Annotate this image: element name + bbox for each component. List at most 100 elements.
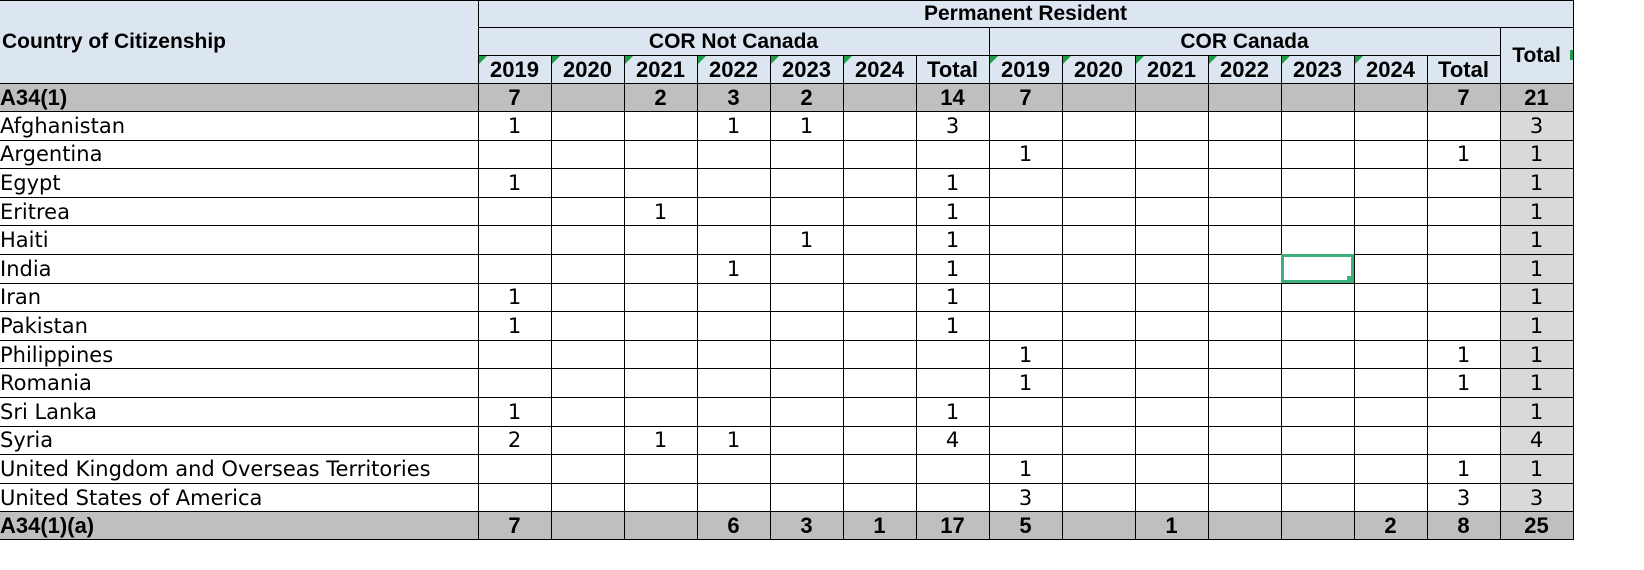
- value-cell[interactable]: [988, 396, 1063, 427]
- value-cell[interactable]: [1280, 282, 1355, 313]
- country-name-cell[interactable]: Philippines: [0, 339, 479, 370]
- value-cell[interactable]: [550, 139, 625, 170]
- grand-total-cell[interactable]: 1: [1499, 368, 1574, 398]
- value-cell[interactable]: 1: [696, 253, 771, 284]
- value-cell[interactable]: [1280, 168, 1355, 198]
- value-cell[interactable]: 1: [988, 368, 1063, 398]
- subtotal-cell[interactable]: 1: [1426, 454, 1501, 484]
- value-cell[interactable]: [1061, 225, 1136, 255]
- country-name-cell[interactable]: Syria: [0, 425, 479, 456]
- value-cell[interactable]: [550, 253, 625, 284]
- value-cell[interactable]: [1061, 425, 1136, 456]
- value-cell[interactable]: [842, 482, 917, 513]
- value-cell[interactable]: [1134, 139, 1209, 170]
- value-cell[interactable]: [1353, 454, 1428, 484]
- year-header-canada-y4[interactable]: 2023: [1280, 55, 1355, 84]
- value-cell[interactable]: [769, 425, 844, 456]
- value-cell[interactable]: [477, 196, 552, 227]
- value-cell[interactable]: [623, 111, 698, 141]
- subtotal-cell[interactable]: [1426, 282, 1501, 313]
- value-cell[interactable]: [1134, 482, 1209, 513]
- value-cell[interactable]: [1061, 311, 1136, 341]
- value-cell[interactable]: [1207, 111, 1282, 141]
- subtotal-cell[interactable]: 1: [915, 196, 990, 227]
- year-header-canada-y2[interactable]: 2021: [1134, 55, 1209, 84]
- value-cell[interactable]: [769, 168, 844, 198]
- subtotal-cell[interactable]: [915, 454, 990, 484]
- value-cell[interactable]: 1: [769, 225, 844, 255]
- value-cell[interactable]: [1061, 482, 1136, 513]
- value-cell[interactable]: [988, 225, 1063, 255]
- value-cell[interactable]: [1353, 339, 1428, 370]
- value-cell[interactable]: [1353, 196, 1428, 227]
- value-cell[interactable]: 7: [477, 511, 552, 541]
- subtotal-cell[interactable]: 3: [1426, 482, 1501, 513]
- year-header-canada-y0[interactable]: 2019: [988, 55, 1063, 84]
- value-cell[interactable]: [1280, 111, 1355, 141]
- value-cell[interactable]: [696, 139, 771, 170]
- value-cell[interactable]: [1061, 111, 1136, 141]
- value-cell[interactable]: 2: [623, 83, 698, 112]
- subtotal-cell[interactable]: 1: [915, 311, 990, 341]
- value-cell[interactable]: [769, 482, 844, 513]
- value-cell[interactable]: [623, 168, 698, 198]
- value-cell[interactable]: [550, 482, 625, 513]
- value-cell[interactable]: [1134, 83, 1209, 112]
- value-cell[interactable]: 1: [623, 425, 698, 456]
- value-cell[interactable]: 1: [988, 139, 1063, 170]
- value-cell[interactable]: [550, 339, 625, 370]
- value-cell[interactable]: [1280, 225, 1355, 255]
- subtotal-cell[interactable]: 14: [915, 83, 990, 112]
- value-cell[interactable]: [842, 83, 917, 112]
- value-cell[interactable]: [1353, 425, 1428, 456]
- subtotal-cell[interactable]: 1: [915, 168, 990, 198]
- subtotal-cell[interactable]: [1426, 311, 1501, 341]
- value-cell[interactable]: [550, 168, 625, 198]
- value-cell[interactable]: 2: [477, 425, 552, 456]
- value-cell[interactable]: [550, 511, 625, 541]
- value-cell[interactable]: [1061, 511, 1136, 541]
- value-cell[interactable]: [1061, 139, 1136, 170]
- subtotal-cell[interactable]: 1: [1426, 139, 1501, 170]
- value-cell[interactable]: [1061, 368, 1136, 398]
- year-header-not-canada-y3[interactable]: 2022: [696, 55, 771, 84]
- value-cell[interactable]: [1353, 225, 1428, 255]
- value-cell[interactable]: [769, 339, 844, 370]
- value-cell[interactable]: [623, 339, 698, 370]
- value-cell[interactable]: [1207, 168, 1282, 198]
- country-name-cell[interactable]: India: [0, 253, 479, 284]
- value-cell[interactable]: 6: [696, 511, 771, 541]
- year-header-not-canada-y2[interactable]: 2021: [623, 55, 698, 84]
- country-name-cell[interactable]: Afghanistan: [0, 111, 479, 141]
- value-cell[interactable]: [1207, 396, 1282, 427]
- value-cell[interactable]: [1207, 511, 1282, 541]
- value-cell[interactable]: [1280, 368, 1355, 398]
- subtotal-cell[interactable]: [1426, 253, 1501, 284]
- value-cell[interactable]: 1: [842, 511, 917, 541]
- value-cell[interactable]: [623, 282, 698, 313]
- subtotal-cell[interactable]: 7: [1426, 83, 1501, 112]
- subtotal-cell[interactable]: [915, 139, 990, 170]
- country-name-cell[interactable]: Sri Lanka: [0, 396, 479, 427]
- value-cell[interactable]: 3: [988, 482, 1063, 513]
- value-cell[interactable]: [696, 168, 771, 198]
- value-cell[interactable]: [1207, 368, 1282, 398]
- value-cell[interactable]: [988, 168, 1063, 198]
- value-cell[interactable]: 1: [623, 196, 698, 227]
- value-cell[interactable]: [1134, 253, 1209, 284]
- value-cell[interactable]: 1: [477, 282, 552, 313]
- value-cell[interactable]: [550, 425, 625, 456]
- value-cell[interactable]: [623, 139, 698, 170]
- value-cell[interactable]: [1134, 425, 1209, 456]
- value-cell[interactable]: [1134, 168, 1209, 198]
- value-cell[interactable]: [1134, 111, 1209, 141]
- cor-canada-header[interactable]: COR Canada: [988, 27, 1501, 56]
- grand-total-cell[interactable]: 1: [1499, 253, 1574, 284]
- year-header-not-canada-y5[interactable]: 2024: [842, 55, 917, 84]
- value-cell[interactable]: 2: [769, 83, 844, 112]
- value-cell[interactable]: [1134, 339, 1209, 370]
- subtotal-cell[interactable]: [915, 339, 990, 370]
- value-cell[interactable]: [842, 368, 917, 398]
- value-cell[interactable]: [623, 311, 698, 341]
- value-cell[interactable]: [769, 196, 844, 227]
